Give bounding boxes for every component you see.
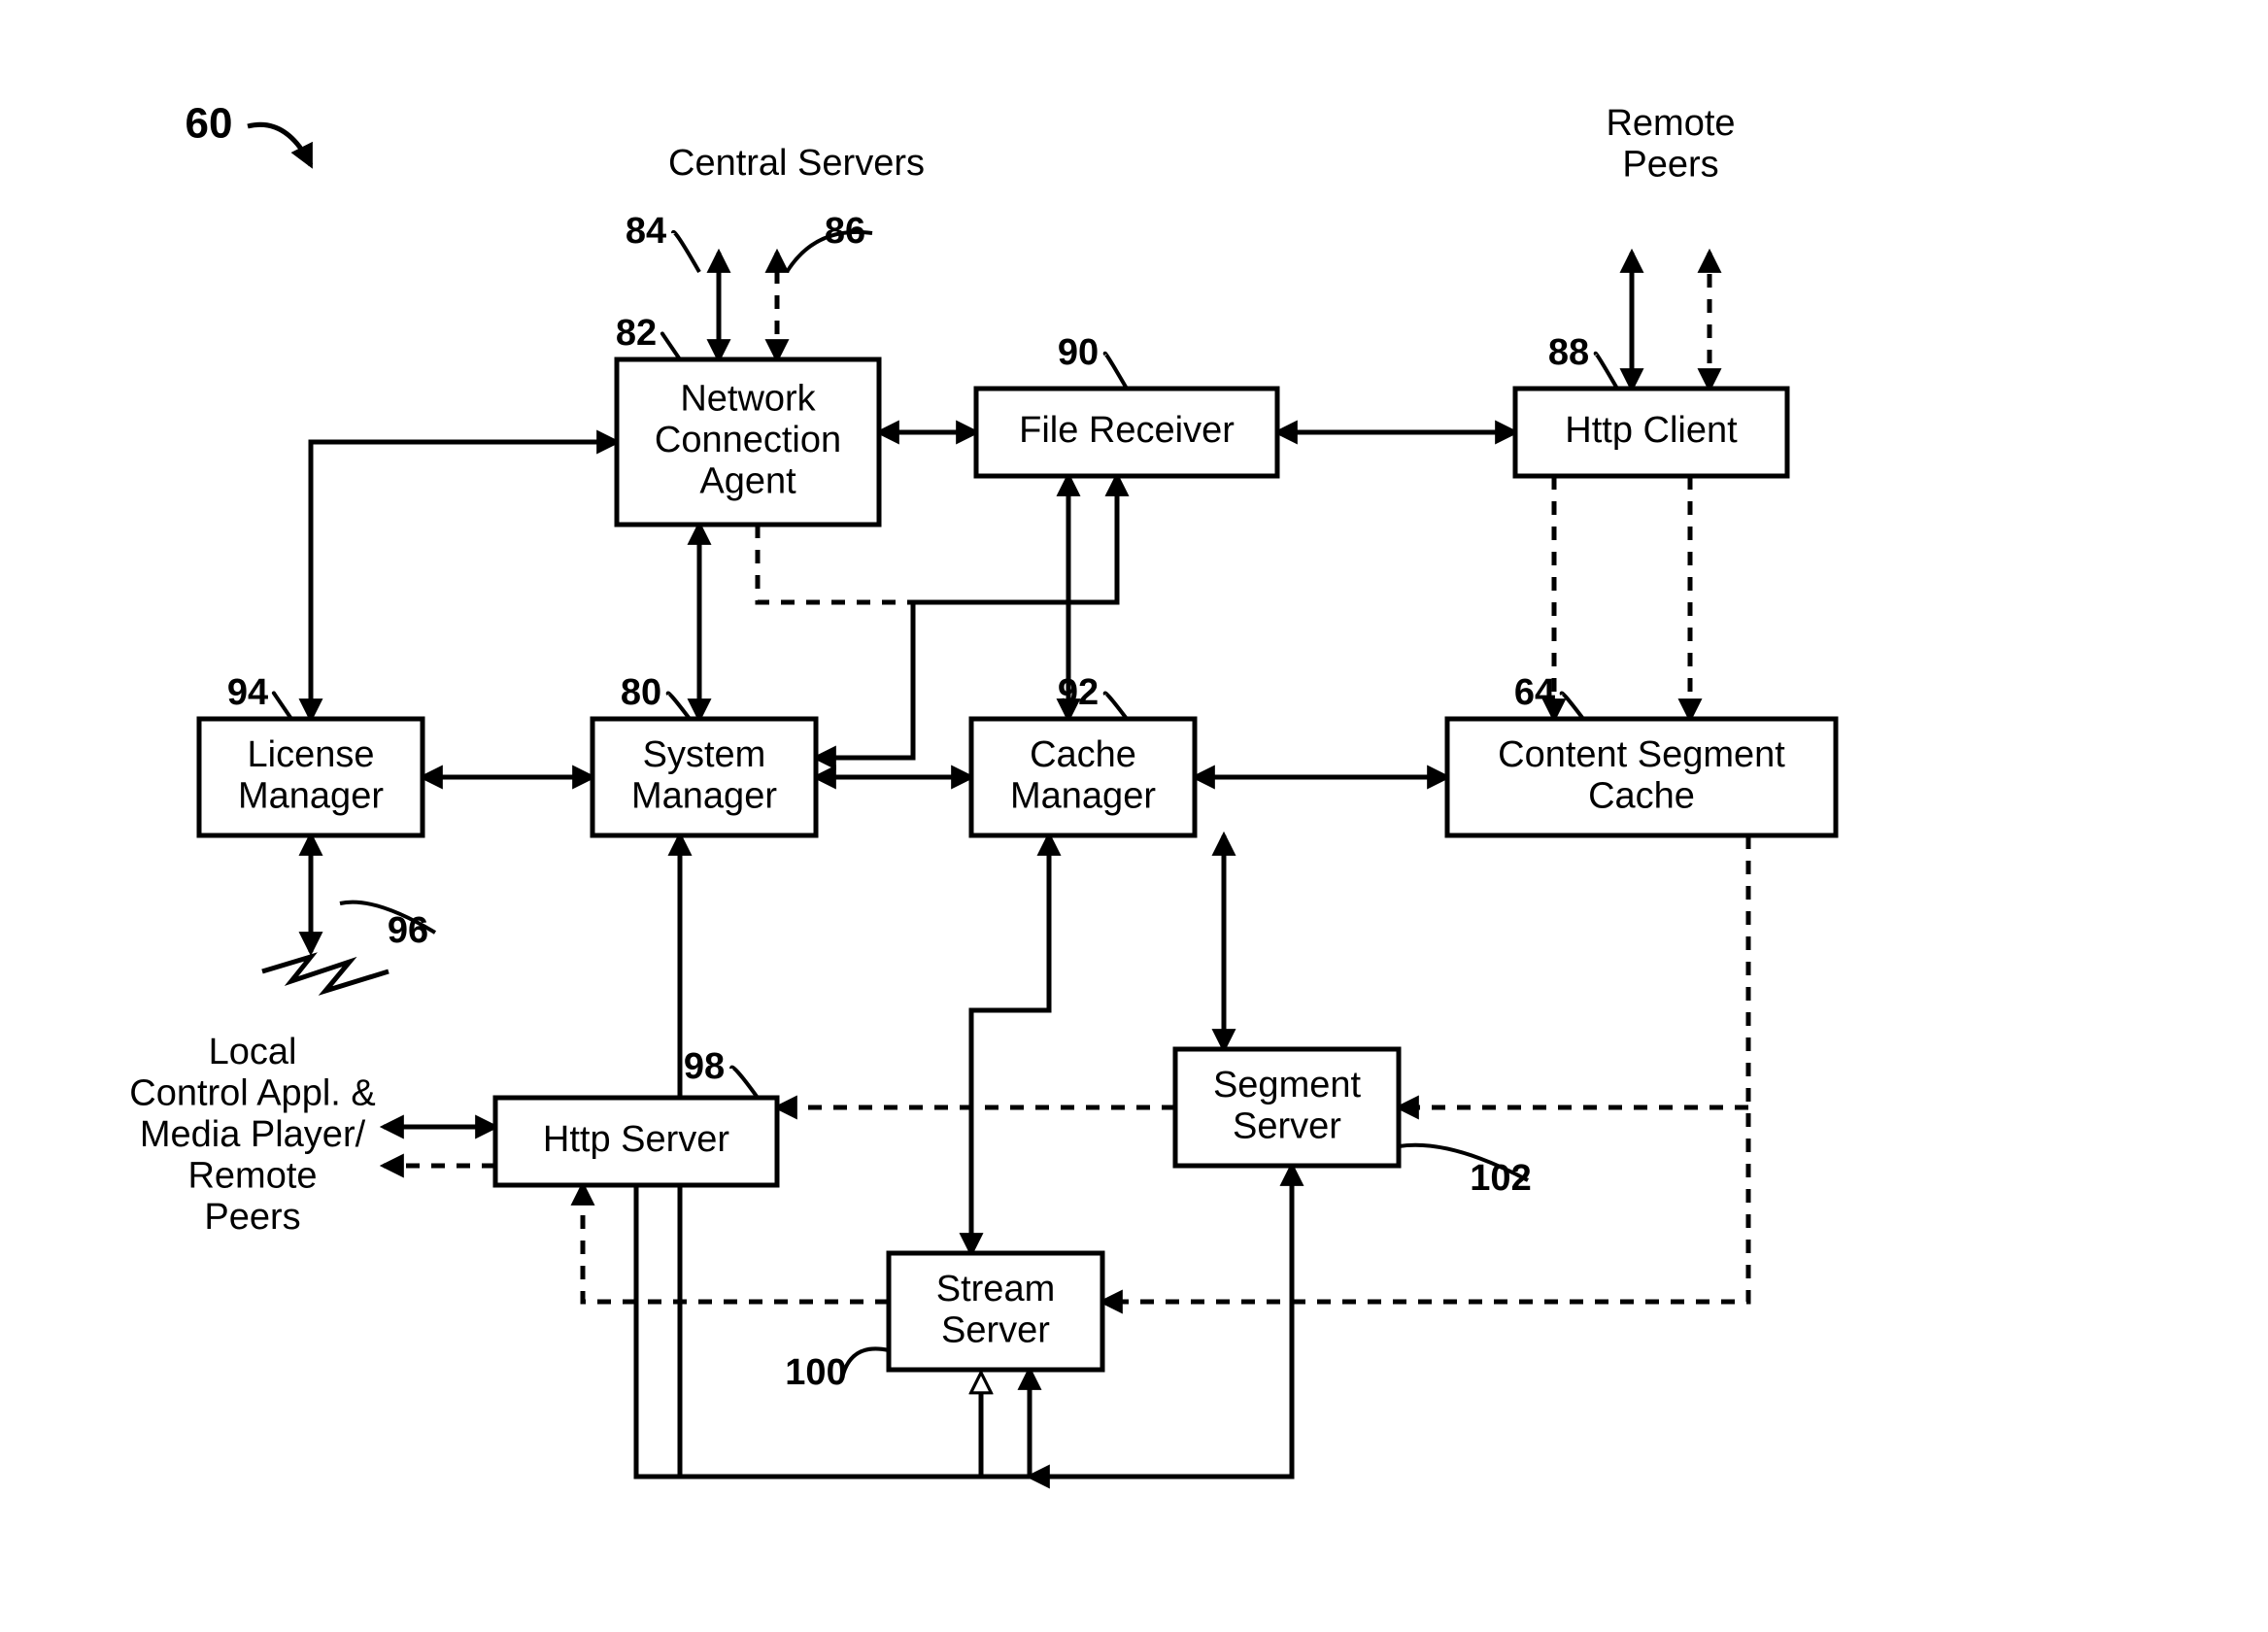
svg-text:Http Client: Http Client	[1565, 410, 1738, 451]
svg-text:Content Segment: Content Segment	[1498, 734, 1785, 775]
svg-text:Server: Server	[941, 1309, 1050, 1350]
ref-64: 64	[1514, 672, 1555, 713]
svg-text:Cache: Cache	[1588, 775, 1695, 816]
svg-text:Server: Server	[1233, 1105, 1341, 1146]
svg-text:Central Servers: Central Servers	[668, 143, 925, 184]
svg-text:Local: Local	[209, 1032, 297, 1072]
svg-text:Stream: Stream	[936, 1269, 1055, 1309]
ref-90: 90	[1058, 332, 1099, 373]
ref-98: 98	[684, 1046, 725, 1087]
svg-text:File Receiver: File Receiver	[1019, 410, 1235, 451]
edge	[583, 1185, 889, 1302]
svg-text:System: System	[643, 734, 766, 775]
svg-text:Media Player/: Media Player/	[140, 1114, 366, 1155]
ref-82: 82	[616, 313, 657, 354]
figure-ref: 60	[186, 100, 233, 148]
svg-text:Control Appl. &: Control Appl. &	[129, 1072, 375, 1113]
ref-80: 80	[621, 672, 661, 713]
svg-text:Agent: Agent	[699, 461, 796, 502]
svg-text:Connection: Connection	[655, 420, 841, 460]
ref-84: 84	[626, 211, 666, 252]
svg-text:Peers: Peers	[1622, 144, 1718, 185]
ref-94: 94	[227, 672, 268, 713]
edge	[758, 525, 1117, 602]
ref-88: 88	[1548, 332, 1589, 373]
svg-text:Network: Network	[680, 378, 816, 419]
svg-text:License: License	[248, 734, 375, 775]
lightning-icon	[262, 957, 389, 991]
ref-100: 100	[785, 1352, 846, 1393]
ref-92: 92	[1058, 672, 1099, 713]
svg-text:Manager: Manager	[238, 775, 384, 816]
svg-text:Cache: Cache	[1030, 734, 1136, 775]
svg-text:Peers: Peers	[204, 1197, 300, 1238]
svg-text:Http Server: Http Server	[543, 1119, 730, 1160]
svg-text:Segment: Segment	[1213, 1065, 1362, 1105]
svg-text:Manager: Manager	[1010, 775, 1156, 816]
svg-text:Manager: Manager	[631, 775, 777, 816]
edge	[971, 835, 1049, 1253]
svg-text:Remote: Remote	[1606, 103, 1735, 144]
svg-text:Remote: Remote	[187, 1156, 317, 1197]
figure-ref-arrow	[248, 124, 311, 165]
edge	[311, 442, 617, 719]
